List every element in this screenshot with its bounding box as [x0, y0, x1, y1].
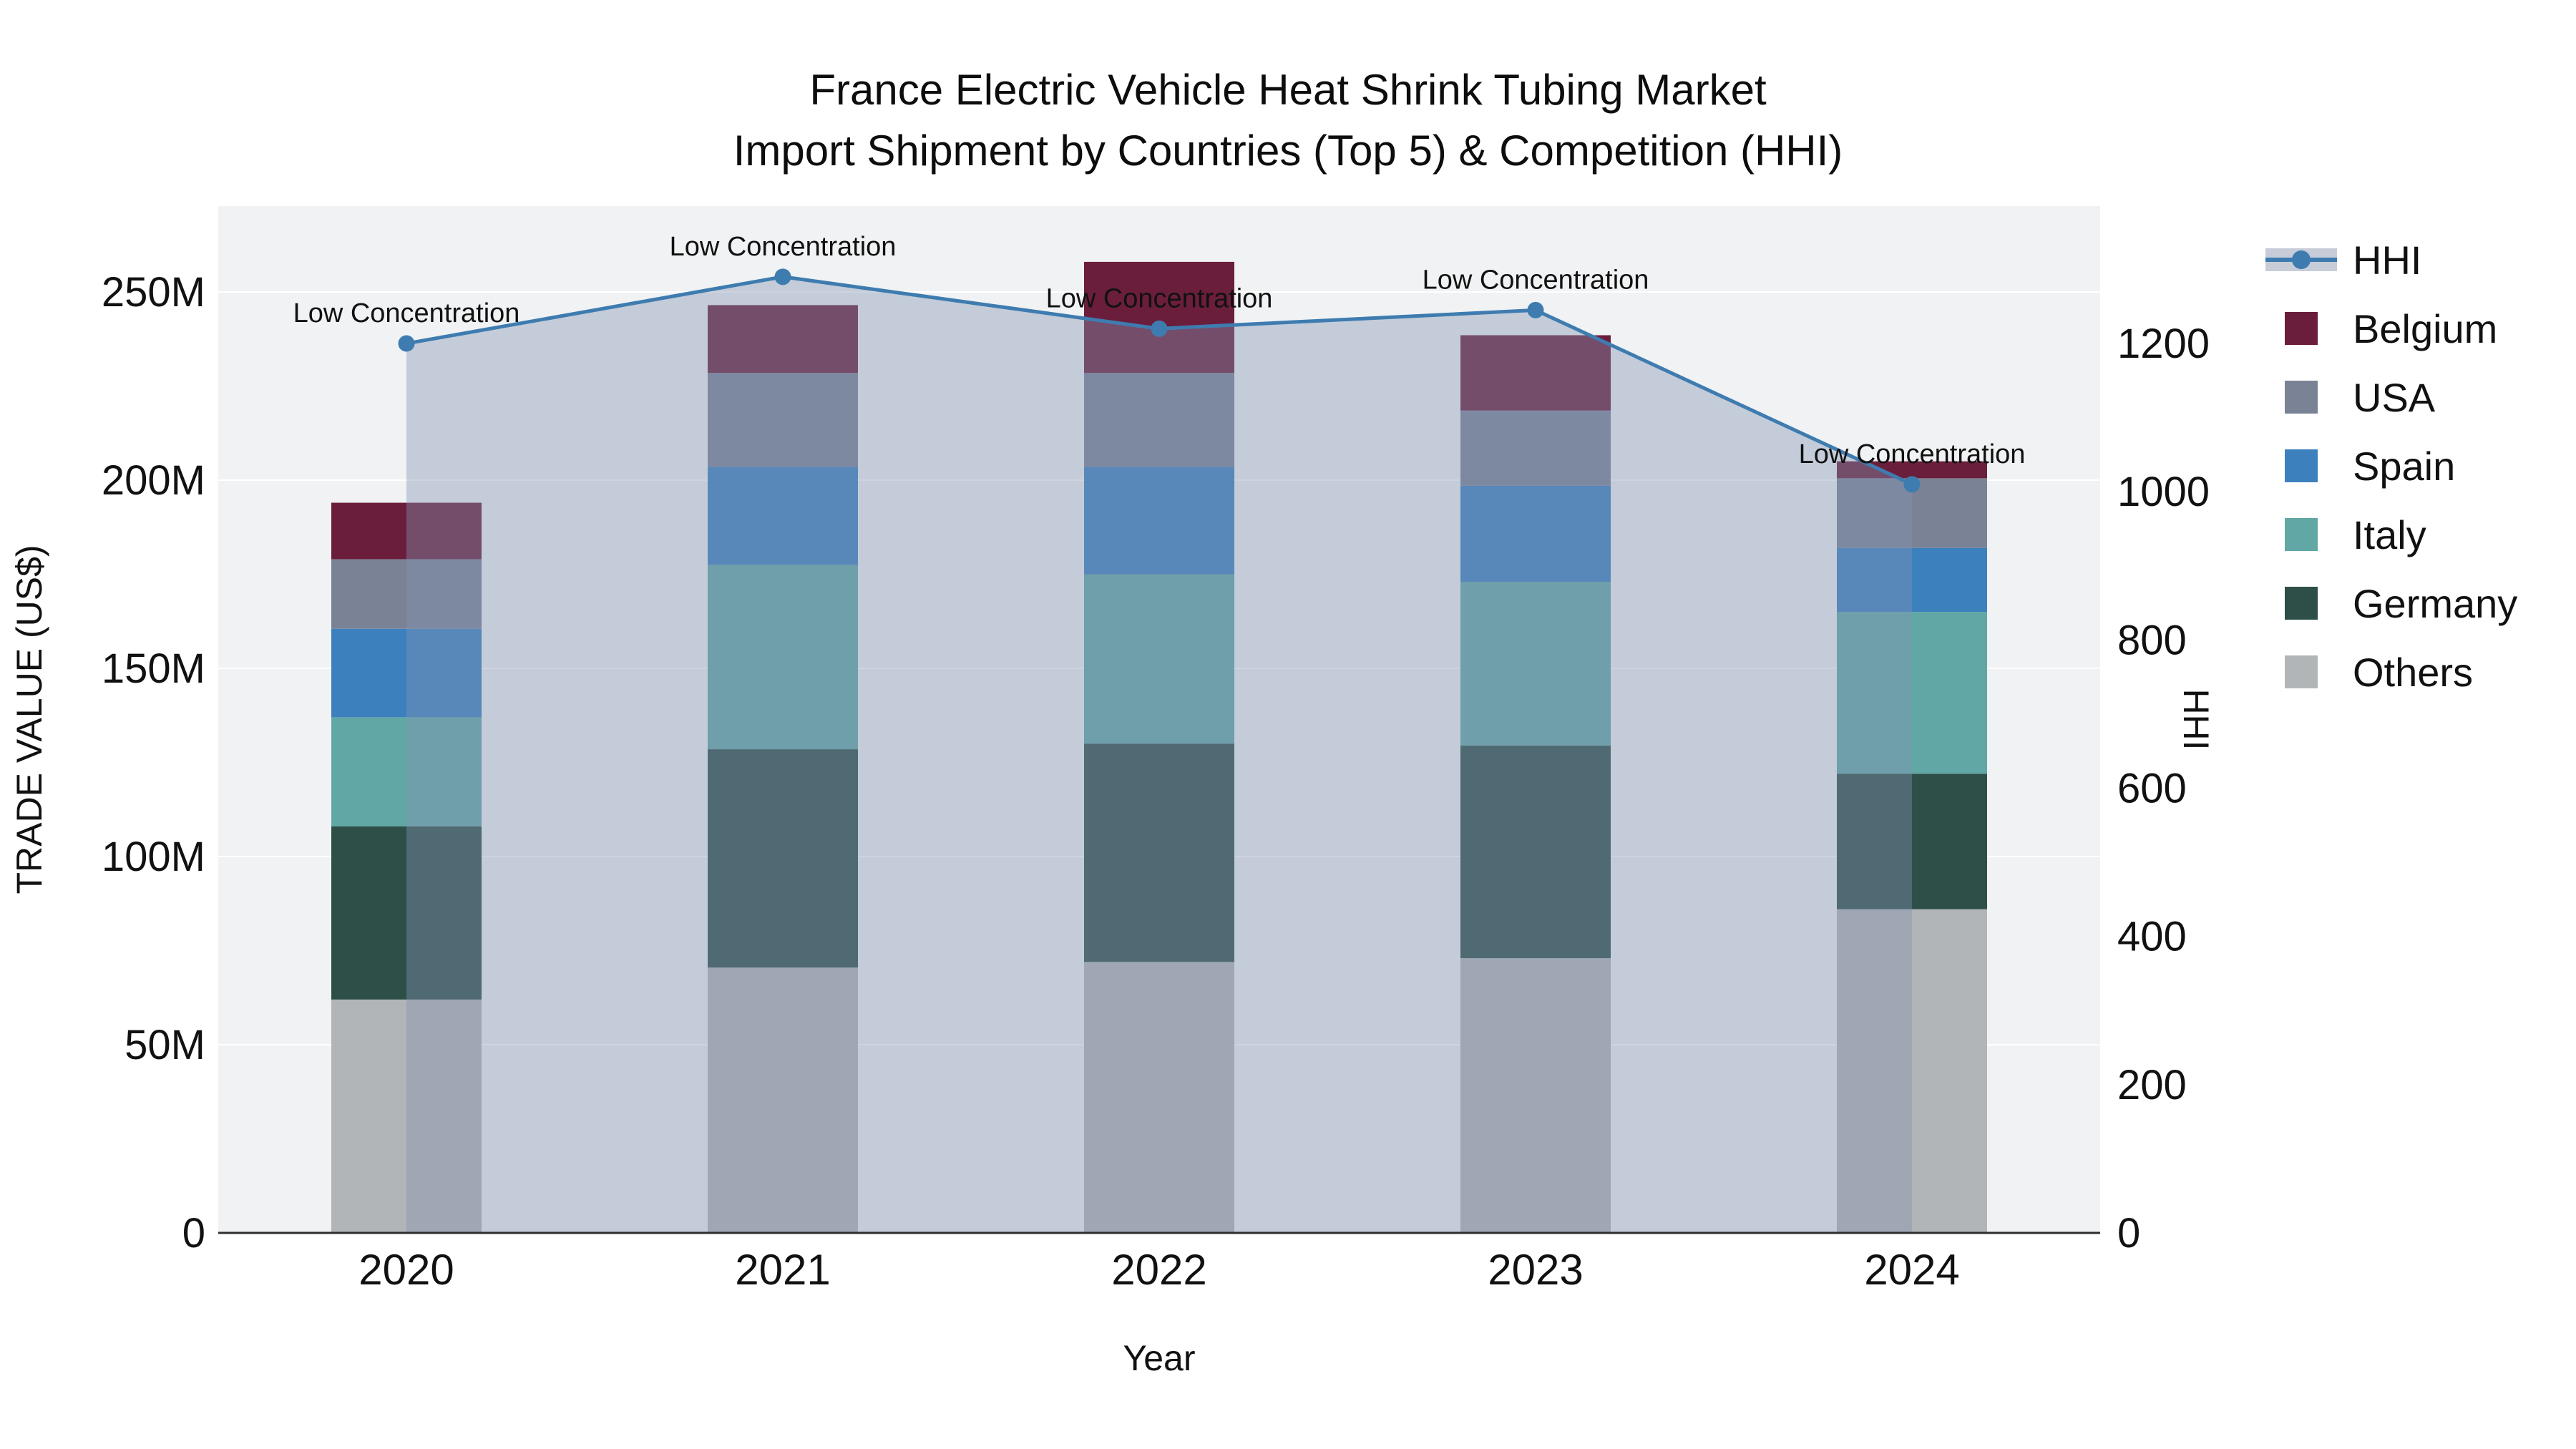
legend-item-hhi[interactable]: HHI [2261, 225, 2517, 294]
annotation-2024: Low Concentration [1799, 439, 2026, 469]
bar-segment-others-2024[interactable] [1837, 909, 1987, 1233]
y-right-tick-label: 600 [2117, 766, 2187, 812]
bar-segment-italy-2024[interactable] [1837, 612, 1987, 774]
bar-segment-germany-2020[interactable] [331, 826, 482, 1000]
y-left-tick-label: 250M [102, 269, 205, 316]
bar-segment-spain-2024[interactable] [1837, 547, 1987, 613]
hhi-marker-2022[interactable] [1151, 320, 1168, 337]
bar-segment-germany-2021[interactable] [708, 749, 858, 968]
usa-swatch-icon [2261, 381, 2341, 414]
bar-segment-italy-2020[interactable] [331, 717, 482, 826]
y-left-tick-label: 50M [125, 1022, 205, 1068]
x-tick-label-2020: 2020 [358, 1246, 454, 1294]
y-right-tick-label: 800 [2117, 617, 2187, 663]
legend-item-usa[interactable]: USA [2261, 363, 2517, 431]
bar-segment-italy-2022[interactable] [1084, 574, 1234, 744]
bar-segment-others-2021[interactable] [708, 967, 858, 1233]
bar-segment-usa-2020[interactable] [331, 559, 482, 629]
bar-segment-germany-2024[interactable] [1837, 774, 1987, 909]
y-left-axis-title: TRADE VALUE (US$) [9, 545, 49, 894]
y-right-tick-label: 1200 [2117, 321, 2210, 367]
bar-segment-belgium-2022[interactable] [1084, 261, 1234, 374]
y-left-tick-label: 0 [182, 1210, 205, 1257]
hhi-marker-2024[interactable] [1903, 476, 1921, 493]
legend-label: Belgium [2353, 306, 2498, 351]
hhi-area-fill [406, 276, 1912, 1233]
germany-swatch-icon [2261, 587, 2341, 620]
bar-segment-italy-2023[interactable] [1460, 582, 1611, 746]
y-left-tick-label: 150M [102, 645, 205, 692]
annotation-2023: Low Concentration [1423, 265, 1649, 295]
bar-segment-spain-2021[interactable] [708, 467, 858, 565]
chart-title-line-1: France Electric Vehicle Heat Shrink Tubi… [809, 66, 1767, 114]
legend-label: Others [2353, 649, 2474, 695]
bar-segment-belgium-2023[interactable] [1460, 335, 1611, 411]
y-right-tick-label: 0 [2117, 1210, 2140, 1257]
y-right-tick-label: 1000 [2117, 469, 2210, 515]
y-right-axis-title: HHI [2176, 688, 2216, 750]
hhi-marker-2023[interactable] [1527, 301, 1544, 318]
bar-segment-spain-2023[interactable] [1460, 485, 1611, 582]
legend-item-germany[interactable]: Germany [2261, 569, 2517, 638]
x-tick-label-2024: 2024 [1864, 1246, 1959, 1294]
bar-segment-usa-2023[interactable] [1460, 410, 1611, 486]
legend: HHI Belgium USA Spain Italy Germany Others [2261, 225, 2517, 706]
legend-label: Italy [2353, 512, 2426, 557]
bar-segment-germany-2023[interactable] [1460, 745, 1611, 959]
bar-segment-usa-2022[interactable] [1084, 373, 1234, 467]
annotation-2022: Low Concentration [1046, 283, 1273, 313]
bar-segment-germany-2022[interactable] [1084, 743, 1234, 962]
hhi-marker-2020[interactable] [398, 335, 415, 352]
x-axis-title: Year [1123, 1338, 1195, 1378]
spain-swatch-icon [2261, 449, 2341, 482]
legend-label: USA [2353, 374, 2436, 420]
bar-segment-spain-2022[interactable] [1084, 467, 1234, 575]
y-right-tick-label: 400 [2117, 914, 2187, 960]
bar-segment-italy-2021[interactable] [708, 565, 858, 750]
italy-swatch-icon [2261, 518, 2341, 551]
y-left-tick-label: 200M [102, 457, 205, 504]
legend-label: Spain [2353, 443, 2456, 489]
others-swatch-icon [2261, 655, 2341, 688]
bar-segment-others-2022[interactable] [1084, 962, 1234, 1233]
x-tick-label-2021: 2021 [735, 1246, 830, 1294]
hhi-line-sample-icon [2261, 248, 2341, 271]
annotation-2020: Low Concentration [293, 298, 520, 328]
legend-item-italy[interactable]: Italy [2261, 500, 2517, 569]
chart-title-line-2: Import Shipment by Countries (Top 5) & C… [733, 127, 1843, 175]
bar-segment-others-2023[interactable] [1460, 958, 1611, 1233]
x-tick-label-2023: 2023 [1488, 1246, 1583, 1294]
legend-label: Germany [2353, 580, 2518, 626]
hhi-marker-2021[interactable] [774, 268, 791, 286]
belgium-swatch-icon [2261, 312, 2341, 345]
bar-segment-belgium-2020[interactable] [331, 502, 482, 560]
annotation-2021: Low Concentration [670, 232, 897, 262]
y-left-tick-label: 100M [102, 834, 205, 880]
bar-segment-usa-2021[interactable] [708, 373, 858, 467]
bar-segment-others-2020[interactable] [331, 999, 482, 1233]
x-tick-label-2022: 2022 [1111, 1246, 1206, 1294]
legend-item-belgium[interactable]: Belgium [2261, 294, 2517, 363]
bar-segment-belgium-2021[interactable] [708, 305, 858, 374]
y-right-tick-label: 200 [2117, 1062, 2187, 1108]
legend-label: HHI [2353, 237, 2422, 283]
bar-segment-spain-2020[interactable] [331, 628, 482, 718]
legend-item-spain[interactable]: Spain [2261, 431, 2517, 500]
legend-item-others[interactable]: Others [2261, 638, 2517, 706]
